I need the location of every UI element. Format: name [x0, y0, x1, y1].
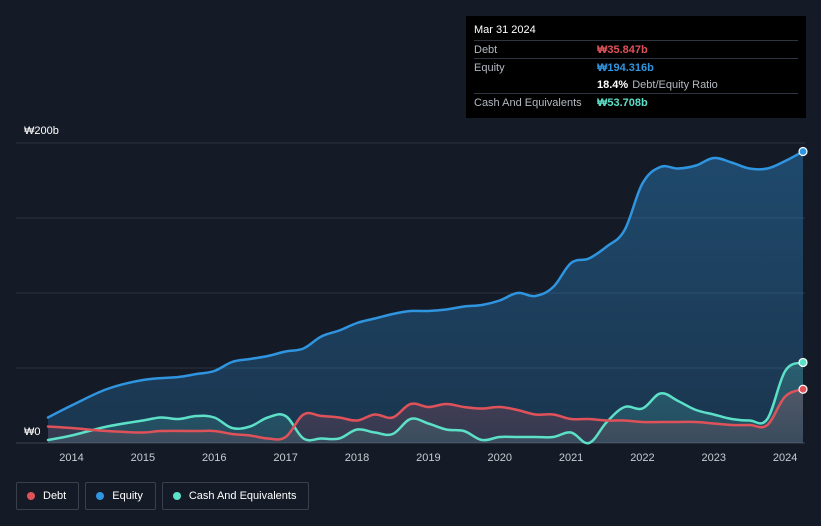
legend-debt-label: Debt [43, 490, 67, 502]
debt-area [48, 389, 803, 443]
tooltip-ratio-label: Debt/Equity Ratio [632, 78, 718, 91]
series-end-markers [798, 146, 808, 394]
cash-and-equivalents-line [46, 361, 805, 445]
x-tick-label: 2016 [202, 452, 226, 464]
debt-dot-icon [27, 492, 35, 500]
tooltip-cash-value: ₩53.708b [597, 96, 648, 109]
equity-line [46, 150, 805, 419]
tooltip-date: Mar 31 2024 [474, 24, 536, 36]
cash-dot-icon [172, 492, 181, 500]
y-axis-zero-label: ₩0 [24, 426, 41, 438]
x-tick-label: 2023 [702, 452, 726, 464]
tooltip-debt-label: Debt [474, 43, 498, 56]
equity-end-point[interactable] [798, 146, 808, 157]
tooltip-equity-value: ₩194.316b [597, 61, 654, 74]
legend-item-cash[interactable]: Cash And Equivalents [161, 482, 310, 510]
x-tick-label: 2022 [630, 452, 654, 464]
tooltip-equity-label: Equity [474, 61, 505, 74]
legend-item-equity[interactable]: Equity [85, 482, 156, 510]
tooltip-debt-value: ₩35.847b [597, 43, 648, 56]
axis-labels: ₩200b ₩0 2014 2015 2016 2017 2018 2019 2020 2021 2… [24, 125, 797, 464]
tooltip-ratio-value: 18.4% [597, 78, 629, 91]
series-areas [48, 151, 803, 444]
tooltip-row-ratio: 18.4% Debt/Equity Ratio [474, 76, 798, 93]
tooltip-row-cash: Cash And Equivalents ₩53.708b [474, 93, 798, 111]
tooltip-row-equity: Equity ₩194.316b [474, 58, 798, 76]
legend-cash-label: Cash And Equivalents [188, 490, 297, 502]
chart-legend: Debt Equity Cash And Equivalents [16, 482, 310, 510]
x-tick-label: 2017 [273, 452, 297, 464]
x-tick-label: 2020 [487, 452, 511, 464]
x-tick-label: 2019 [416, 452, 440, 464]
x-tick-label: 2015 [131, 452, 155, 464]
tooltip-row-debt: Debt ₩35.847b [474, 40, 798, 58]
chart-tooltip: Mar 31 2024 Debt ₩35.847b Equity ₩194.31… [466, 16, 806, 118]
debt-line [46, 387, 805, 441]
series-lines [46, 150, 805, 445]
y-axis-top-label: ₩200b [24, 125, 59, 137]
debt-end-point[interactable] [798, 384, 808, 394]
equity-area [48, 151, 803, 443]
legend-equity-label: Equity [112, 490, 143, 502]
tooltip-cash-label: Cash And Equivalents [474, 96, 582, 109]
cash-and-equivalents-end-point[interactable] [798, 357, 808, 368]
equity-dot-icon [96, 492, 105, 500]
x-tick-label: 2018 [345, 452, 369, 464]
x-tick-label: 2024 [773, 452, 797, 464]
x-tick-label: 2021 [559, 452, 583, 464]
x-tick-label: 2014 [59, 452, 83, 464]
legend-item-debt[interactable]: Debt [16, 482, 80, 510]
